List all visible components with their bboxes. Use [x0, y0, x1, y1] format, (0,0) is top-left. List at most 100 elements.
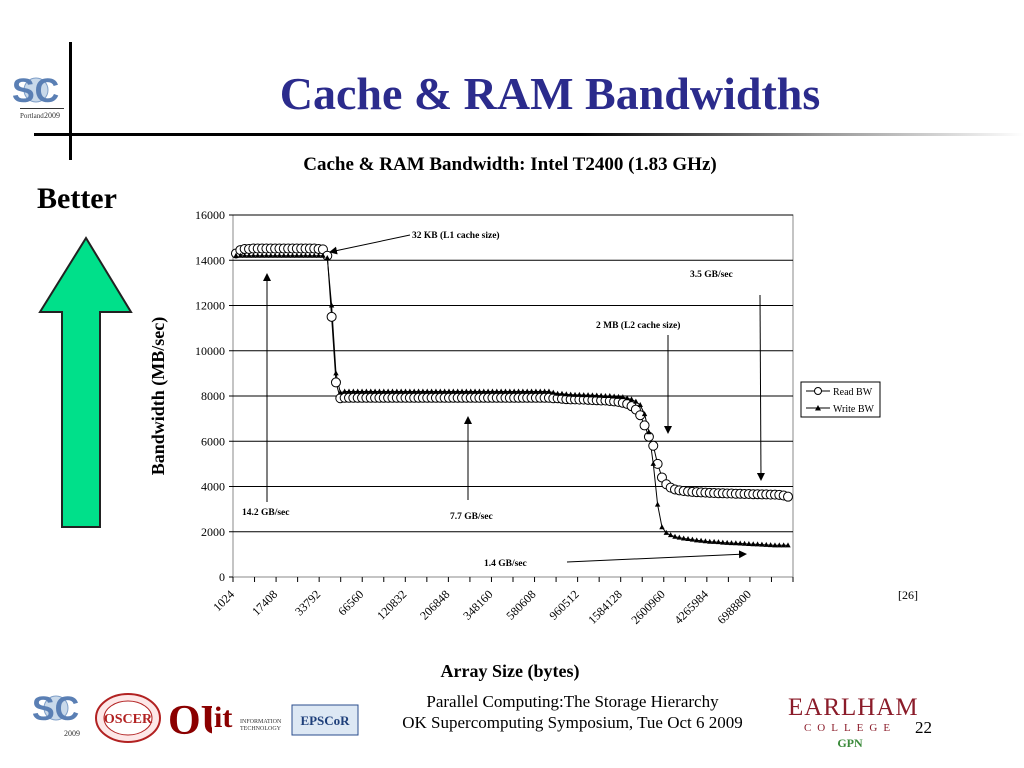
write-bw-point: [598, 392, 604, 398]
write-bw-point: [541, 388, 548, 394]
write-bw-point: [420, 388, 426, 394]
write-bw-point: [633, 398, 639, 404]
write-bw-point: [411, 388, 417, 394]
write-bw-point: [346, 388, 352, 394]
oscer-logo: OSCER: [95, 693, 161, 743]
annotation-label: 14.2 GB/sec: [242, 508, 290, 518]
y-tick-label: 4000: [201, 480, 225, 494]
write-bw-point: [428, 388, 435, 394]
write-bw-point: [528, 388, 535, 394]
series-markers: [231, 243, 793, 548]
write-bw-point: [746, 540, 752, 546]
write-bw-point: [520, 388, 526, 394]
y-tick-label: 12000: [195, 299, 225, 313]
y-tick-label: 2000: [201, 525, 225, 539]
write-bw-point: [441, 388, 448, 394]
write-bw-point: [533, 388, 539, 394]
write-bw-point: [472, 388, 478, 394]
write-bw-point: [689, 536, 696, 542]
write-bw-point: [715, 539, 722, 545]
annotation-label: 3.5 GB/sec: [690, 270, 733, 280]
legend-write-marker: [815, 405, 821, 411]
it-logo: it INFORMATION TECHNOLOGY: [214, 701, 282, 734]
write-bw-point: [341, 388, 348, 394]
svg-text:OU: OU: [168, 698, 212, 744]
write-bw-point: [785, 542, 791, 548]
slide-number: 22: [915, 718, 932, 737]
write-bw-point: [233, 252, 239, 258]
write-bw-point: [537, 388, 543, 394]
svg-text:Portland: Portland: [20, 112, 44, 120]
slide-title: Cache & RAM Bandwidths: [279, 68, 821, 119]
x-tick-label: 17408: [249, 587, 280, 618]
write-bw-point: [711, 538, 717, 544]
annotation-arrow: [756, 294, 765, 481]
svg-text:it: it: [214, 701, 232, 734]
write-bw-point: [594, 392, 600, 398]
write-bw-point: [767, 542, 774, 548]
read-bw-point: [648, 440, 659, 451]
write-bw-point: [381, 388, 387, 394]
write-bw-point: [463, 388, 470, 394]
write-bw-point: [720, 539, 726, 545]
write-bw-point: [281, 252, 287, 258]
write-bw-point: [468, 388, 474, 394]
write-bw-point: [724, 539, 730, 545]
write-bw-point: [437, 388, 443, 394]
write-bw-point: [772, 542, 778, 548]
sc09-footer-logo: SC 2009: [32, 690, 80, 738]
y-tick-label: 8000: [201, 389, 225, 403]
write-bw-point: [255, 252, 261, 258]
write-bw-point: [337, 389, 344, 395]
better-arrow-icon: [38, 236, 133, 528]
write-bw-point: [641, 411, 648, 417]
y-tick-label: 6000: [201, 434, 225, 448]
write-bw-point: [272, 252, 278, 258]
write-bw-point: [759, 541, 765, 547]
write-bw-point: [741, 540, 748, 546]
write-bw-point: [585, 392, 591, 398]
write-bw-point: [511, 388, 517, 394]
svg-text:SC: SC: [12, 72, 59, 110]
write-bw-point: [446, 388, 452, 394]
earlham-logo: EARLHAM COLLEGE GPN: [788, 695, 918, 751]
write-bw-point: [494, 388, 500, 394]
x-tick-label: 66560: [335, 587, 366, 618]
write-bw-point: [754, 541, 761, 547]
x-tick-label: 2600960: [628, 587, 668, 627]
write-bw-point: [624, 395, 630, 401]
x-axis-ticks: 1024 17408 33792 66560 120832 206848 348160 580…: [210, 577, 794, 627]
x-tick-label: 580608: [503, 587, 538, 622]
write-bw-point: [307, 252, 313, 258]
write-bw-point: [628, 396, 635, 402]
write-bw-point: [546, 388, 552, 394]
write-bw-point: [402, 388, 409, 394]
write-bw-point: [398, 388, 404, 394]
write-bw-point: [685, 535, 691, 541]
write-bw-point: [246, 252, 252, 258]
write-bw-point: [780, 542, 787, 548]
svg-text:INFORMATION: INFORMATION: [240, 719, 282, 725]
write-bw-point: [702, 538, 709, 544]
sc09-logo: SC Portland 2009: [12, 72, 64, 120]
write-bw-point: [289, 252, 296, 258]
ou-logo: OU: [168, 698, 212, 744]
write-bw-point: [650, 460, 656, 466]
x-tick-label: 960512: [546, 587, 581, 622]
write-bw-point: [524, 388, 530, 394]
annotation-arrow: [329, 234, 411, 255]
annotation-label: 32 KB (L1 cache size): [412, 230, 500, 241]
x-tick-label: 1024: [210, 587, 237, 614]
annotation-label: 7.7 GB/sec: [450, 512, 493, 522]
write-bw-point: [407, 388, 413, 394]
write-bw-point: [259, 252, 265, 258]
annotation-label: 1.4 GB/sec: [484, 559, 527, 569]
write-bw-point: [424, 388, 430, 394]
x-tick-label: 4265984: [671, 587, 711, 627]
write-bw-point: [298, 252, 304, 258]
read-bw-point: [783, 491, 793, 502]
write-bw-point: [389, 388, 396, 394]
write-bw-point: [294, 252, 300, 258]
svg-text:OSCER: OSCER: [104, 712, 153, 727]
write-bw-point: [359, 388, 365, 394]
